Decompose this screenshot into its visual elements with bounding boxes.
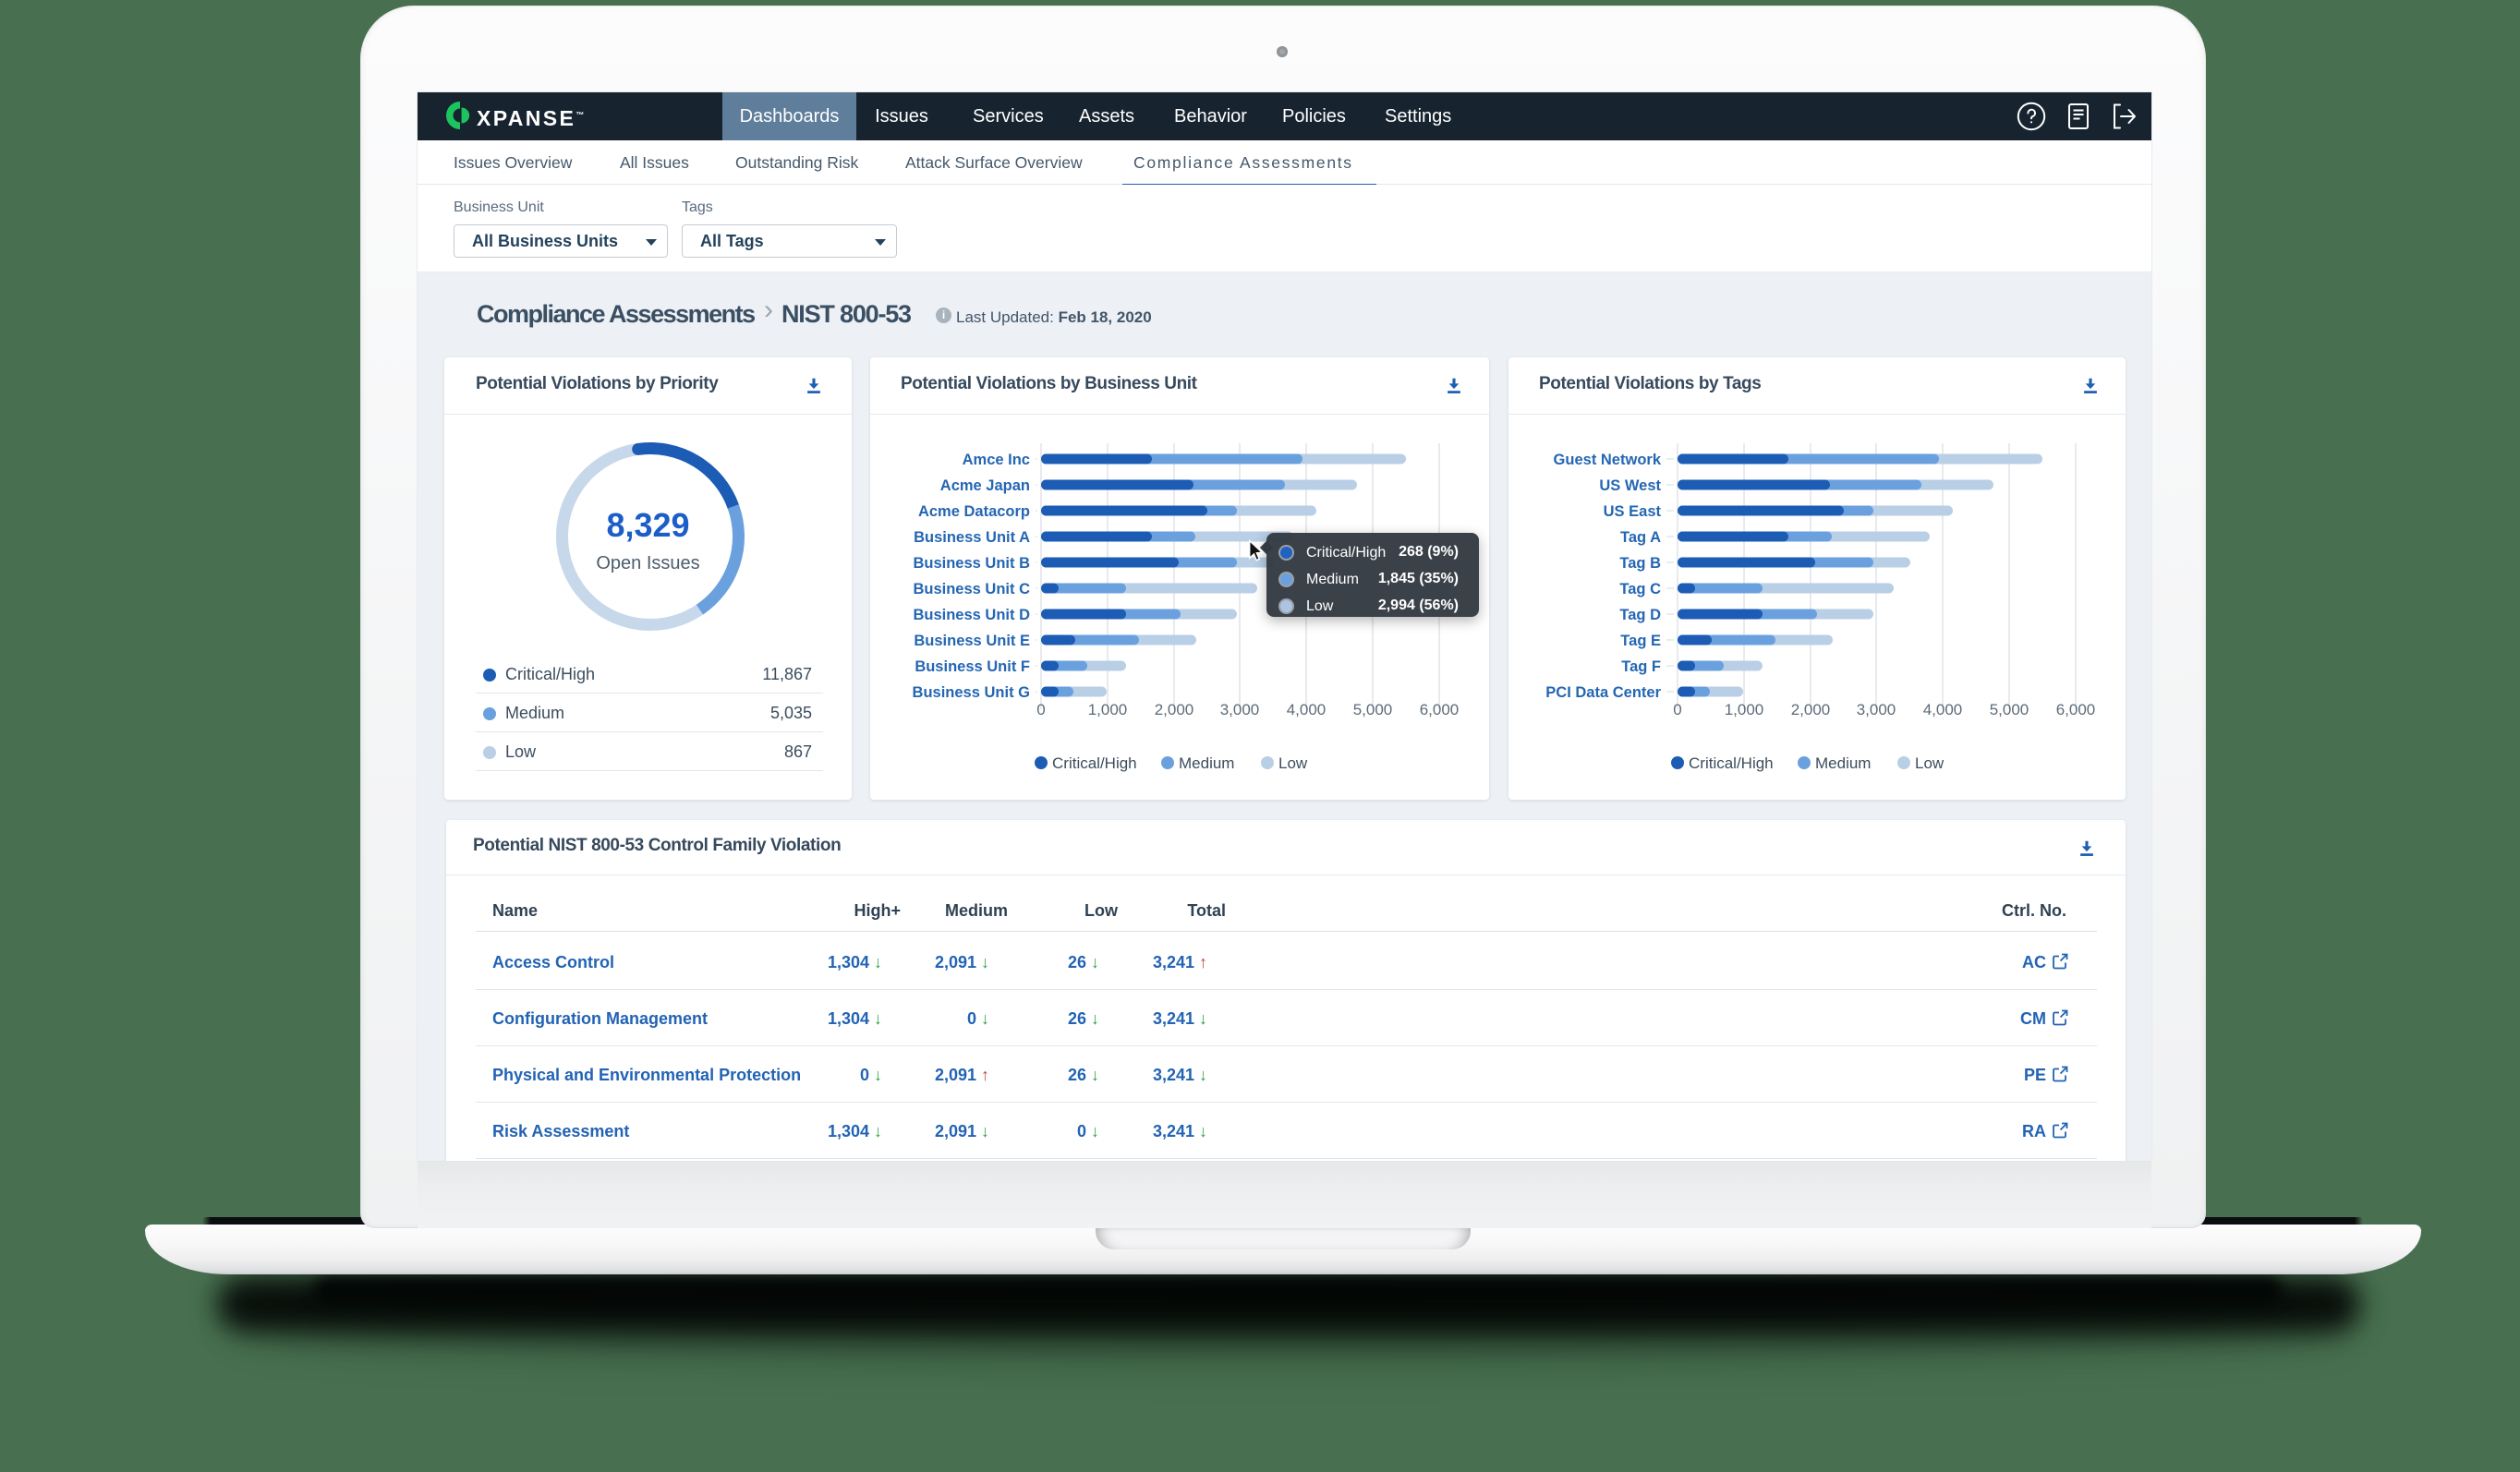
svg-text:Business Unit D: Business Unit D [913,607,1030,623]
svg-text:Business Unit F: Business Unit F [915,658,1030,675]
svg-text:Amce Inc: Amce Inc [963,452,1030,468]
svg-text:Tag F: Tag F [1621,658,1661,675]
svg-text:Business Unit C: Business Unit C [913,581,1030,597]
svg-text:Low: Low [1915,754,1945,772]
svg-text:4,000: 4,000 [1287,701,1327,718]
svg-text:US East: US East [1604,503,1662,520]
svg-text:6,000: 6,000 [2056,701,2096,718]
svg-text:2,000: 2,000 [1791,701,1831,718]
svg-text:Low: Low [1278,754,1308,772]
svg-text:Acme Japan: Acme Japan [940,477,1030,494]
svg-text:5,000: 5,000 [1353,701,1393,718]
svg-text:6,000: 6,000 [1420,701,1460,718]
svg-text:Acme Datacorp: Acme Datacorp [918,503,1030,520]
svg-text:1,000: 1,000 [1088,701,1128,718]
svg-text:Medium: Medium [1815,754,1871,772]
svg-text:Tag D: Tag D [1619,607,1661,623]
svg-text:Guest Network: Guest Network [1554,452,1662,468]
svg-text:Critical/High: Critical/High [1052,754,1137,772]
svg-text:Tag C: Tag C [1619,581,1661,597]
svg-text:0: 0 [1673,701,1681,718]
svg-text:Tag E: Tag E [1620,633,1661,649]
svg-text:Critical/High: Critical/High [1689,754,1774,772]
svg-text:4,000: 4,000 [1923,701,1963,718]
svg-text:1,000: 1,000 [1725,701,1764,718]
svg-text:Tag A: Tag A [1620,529,1661,546]
svg-text:US West: US West [1599,477,1661,494]
svg-text:2,000: 2,000 [1155,701,1194,718]
svg-text:Business Unit A: Business Unit A [914,529,1030,546]
svg-text:PCI Data Center: PCI Data Center [1545,684,1661,701]
svg-text:5,000: 5,000 [1990,701,2029,718]
svg-text:3,000: 3,000 [1220,701,1260,718]
svg-text:Business Unit E: Business Unit E [914,633,1030,649]
svg-text:0: 0 [1036,701,1045,718]
svg-text:Tag B: Tag B [1619,555,1661,572]
svg-text:Medium: Medium [1179,754,1234,772]
svg-text:Business Unit G: Business Unit G [913,684,1030,701]
svg-text:3,000: 3,000 [1857,701,1896,718]
svg-text:Business Unit B: Business Unit B [913,555,1030,572]
